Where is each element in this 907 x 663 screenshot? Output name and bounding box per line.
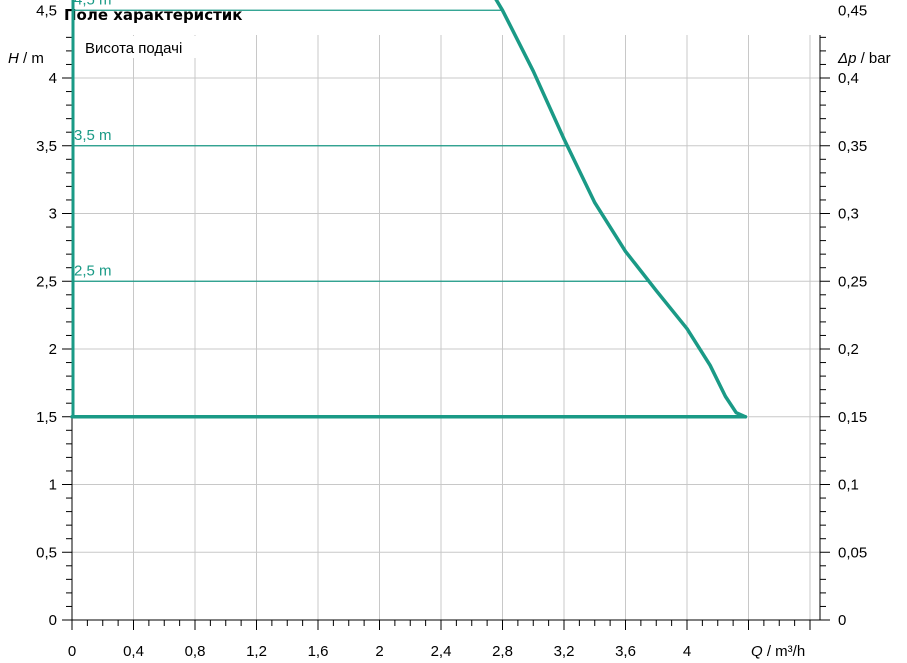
x-axis-var: Q — [751, 643, 763, 660]
y-right-tick-label: 0,45 — [838, 2, 867, 19]
y-left-tick-label: 0,5 — [36, 544, 57, 561]
x-tick-label: 1,6 — [308, 643, 329, 660]
y-right-tick-label: 0,35 — [838, 138, 867, 155]
y-right-tick-label: 0,05 — [838, 544, 867, 561]
y-right-tick-label: 0,4 — [838, 70, 859, 87]
tick-marks — [62, 36, 830, 630]
x-tick-label: 3,2 — [554, 643, 575, 660]
x-tick-label: 0,4 — [123, 643, 144, 660]
constant-head-label: 3,5 m — [74, 127, 112, 144]
x-tick-label: 3,6 — [615, 643, 636, 660]
constant-head-label: 2,5 m — [74, 262, 112, 279]
y-right-tick-label: 0,15 — [838, 409, 867, 426]
plot-label: Висота подачі — [85, 40, 182, 57]
max-curve-line — [494, 0, 748, 419]
y-right-axis-label: Δp / bar — [837, 50, 891, 67]
grid — [72, 35, 820, 620]
y-left-axis-var: H — [8, 50, 19, 67]
y-right-axis-unit: / bar — [856, 50, 890, 67]
y-left-tick-label: 1,5 — [36, 409, 57, 426]
y-left-tick-label: 1 — [49, 477, 57, 494]
x-tick-label: 2 — [375, 643, 383, 660]
tick-labels: 0 0,4 0,8 1,2 1,6 2 2,4 2,8 3,2 3,6 4 0 0,5 1 1,5 2 2,5 3… — [36, 2, 867, 660]
y-left-axis-label: H / m — [8, 50, 44, 67]
y-left-tick-label: 2 — [49, 341, 57, 358]
x-tick-label: 4 — [683, 643, 691, 660]
y-right-tick-label: 0,1 — [838, 477, 859, 494]
x-tick-label: 2,8 — [492, 643, 513, 660]
y-right-tick-label: 0,25 — [838, 273, 867, 290]
constant-head-label: 4,5 m — [74, 0, 112, 8]
x-axis-label: Q / m³/h — [751, 643, 805, 660]
constant-head-lines: 7,5 m6,5 m5,5 m4,5 m3,5 m2,5 m — [72, 0, 649, 282]
y-right-tick-label: 0 — [838, 612, 846, 629]
plot-label-background — [79, 36, 211, 58]
y-left-tick-label: 3 — [49, 206, 57, 223]
y-left-tick-label: 3,5 — [36, 138, 57, 155]
y-right-axis-var: Δp — [837, 50, 856, 67]
y-left-tick-label: 0 — [49, 612, 57, 629]
x-tick-label: 0,8 — [185, 643, 206, 660]
y-right-tick-label: 0,2 — [838, 341, 859, 358]
x-axis-unit: / m³/h — [763, 643, 806, 660]
curves — [70, 0, 748, 419]
x-tick-label: 2,4 — [431, 643, 452, 660]
y-left-tick-label: 4,5 — [36, 2, 57, 19]
axes — [71, 35, 821, 621]
x-tick-label: 1,2 — [246, 643, 267, 660]
y-right-tick-label: 0,3 — [838, 206, 859, 223]
x-tick-label: 0 — [68, 643, 76, 660]
y-left-tick-label: 4 — [49, 70, 57, 87]
y-left-tick-label: 2,5 — [36, 273, 57, 290]
y-left-axis-unit: / m — [19, 50, 44, 67]
